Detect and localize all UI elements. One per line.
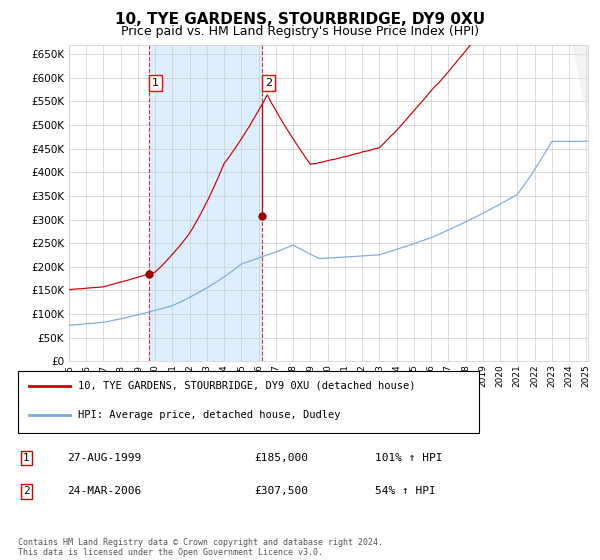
Text: £185,000: £185,000	[254, 453, 308, 463]
Text: 10, TYE GARDENS, STOURBRIDGE, DY9 0XU (detached house): 10, TYE GARDENS, STOURBRIDGE, DY9 0XU (d…	[78, 381, 416, 391]
Text: 27-AUG-1999: 27-AUG-1999	[67, 453, 141, 463]
Text: Price paid vs. HM Land Registry's House Price Index (HPI): Price paid vs. HM Land Registry's House …	[121, 25, 479, 38]
Polygon shape	[572, 45, 588, 124]
Text: 101% ↑ HPI: 101% ↑ HPI	[375, 453, 442, 463]
FancyBboxPatch shape	[18, 371, 479, 433]
Text: 1: 1	[152, 78, 159, 88]
Text: Contains HM Land Registry data © Crown copyright and database right 2024.
This d: Contains HM Land Registry data © Crown c…	[18, 538, 383, 557]
Text: 10, TYE GARDENS, STOURBRIDGE, DY9 0XU: 10, TYE GARDENS, STOURBRIDGE, DY9 0XU	[115, 12, 485, 27]
Text: 54% ↑ HPI: 54% ↑ HPI	[375, 486, 436, 496]
Text: 24-MAR-2006: 24-MAR-2006	[67, 486, 141, 496]
Bar	[149, 45, 262, 361]
Text: £307,500: £307,500	[254, 486, 308, 496]
Text: 1: 1	[23, 453, 30, 463]
Text: 2: 2	[23, 486, 30, 496]
Text: HPI: Average price, detached house, Dudley: HPI: Average price, detached house, Dudl…	[78, 410, 341, 419]
Text: 2: 2	[265, 78, 272, 88]
